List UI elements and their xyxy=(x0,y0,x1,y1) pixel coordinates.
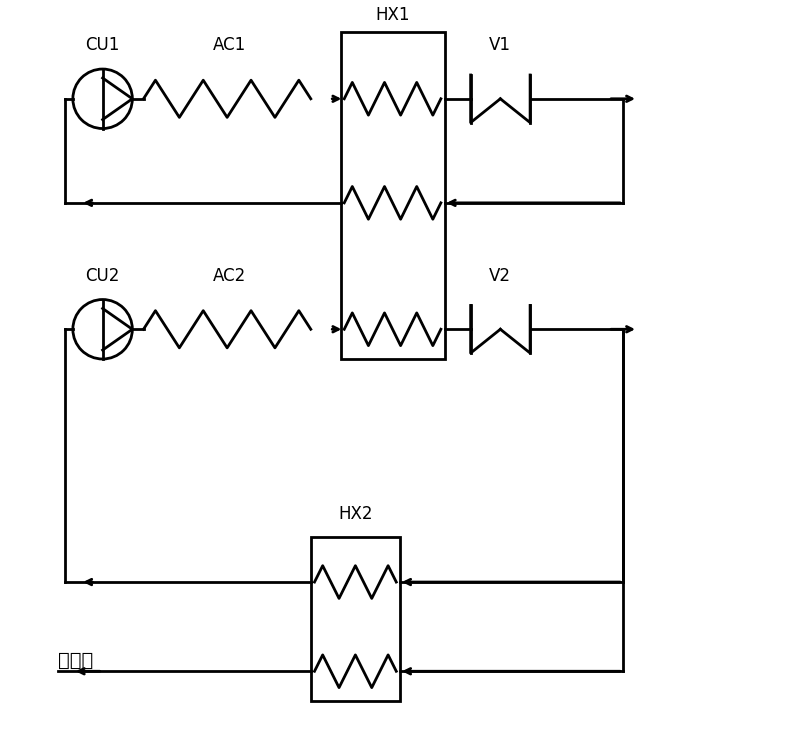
Text: HX2: HX2 xyxy=(338,504,373,523)
Text: HX1: HX1 xyxy=(375,7,410,25)
Bar xyxy=(341,32,445,359)
Text: AC1: AC1 xyxy=(212,36,246,55)
Text: V2: V2 xyxy=(490,267,511,285)
Bar xyxy=(310,537,400,701)
Text: CU1: CU1 xyxy=(86,36,120,55)
Text: V1: V1 xyxy=(490,36,511,55)
Text: 原料气: 原料气 xyxy=(58,651,94,669)
Text: CU2: CU2 xyxy=(86,267,120,285)
Text: AC2: AC2 xyxy=(212,267,246,285)
